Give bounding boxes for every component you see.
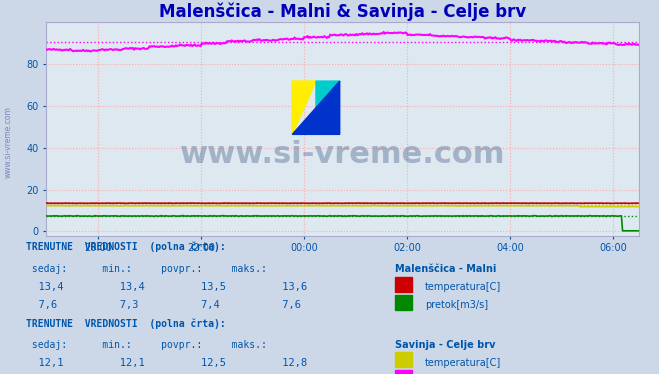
Text: TRENUTNE  VREDNOSTI  (polna črta):: TRENUTNE VREDNOSTI (polna črta):: [26, 241, 226, 252]
Polygon shape: [316, 81, 340, 134]
Text: Malenščica - Malni: Malenščica - Malni: [395, 264, 497, 274]
Text: sedaj:      min.:     povpr.:     maks.:: sedaj: min.: povpr.: maks.:: [26, 264, 268, 274]
Text: temperatura[C]: temperatura[C]: [425, 358, 501, 368]
Text: 13,4         13,4         13,5         13,6: 13,4 13,4 13,5 13,6: [26, 282, 308, 292]
Text: Savinja - Celje brv: Savinja - Celje brv: [395, 340, 496, 350]
Title: Malenščica - Malni & Savinja - Celje brv: Malenščica - Malni & Savinja - Celje brv: [159, 2, 527, 21]
Polygon shape: [293, 81, 316, 134]
Text: temperatura[C]: temperatura[C]: [425, 282, 501, 292]
Text: www.si-vreme.com: www.si-vreme.com: [180, 140, 505, 169]
Text: sedaj:      min.:     povpr.:     maks.:: sedaj: min.: povpr.: maks.:: [26, 340, 268, 350]
Text: www.si-vreme.com: www.si-vreme.com: [3, 106, 13, 178]
Text: TRENUTNE  VREDNOSTI  (polna črta):: TRENUTNE VREDNOSTI (polna črta):: [26, 319, 226, 329]
Text: 7,6          7,3          7,4          7,6: 7,6 7,3 7,4 7,6: [26, 300, 301, 310]
Text: 12,1         12,1         12,5         12,8: 12,1 12,1 12,5 12,8: [26, 358, 308, 368]
Polygon shape: [293, 81, 340, 134]
Text: pretok[m3/s]: pretok[m3/s]: [425, 300, 488, 310]
